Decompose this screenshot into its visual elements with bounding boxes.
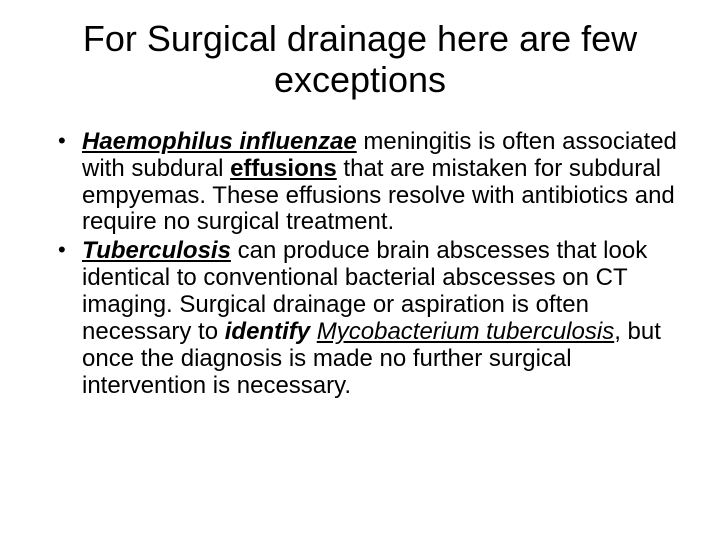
slide-title: For Surgical drainage here are few excep… <box>40 18 680 101</box>
list-item: Haemophilus influenzae meningitis is oft… <box>58 129 680 237</box>
body-text <box>310 318 317 345</box>
emphasis-species-term: Mycobacterium tuberculosis <box>317 318 614 345</box>
emphasis-lead-term: Tuberculosis <box>82 237 231 264</box>
emphasis-term: identify <box>225 318 310 345</box>
emphasis-term: effusions <box>230 155 337 182</box>
slide: For Surgical drainage here are few excep… <box>0 0 720 540</box>
bullet-list: Haemophilus influenzae meningitis is oft… <box>40 129 680 400</box>
emphasis-lead-term: Haemophilus influenzae <box>82 128 357 155</box>
list-item: Tuberculosis can produce brain abscesses… <box>58 238 680 399</box>
